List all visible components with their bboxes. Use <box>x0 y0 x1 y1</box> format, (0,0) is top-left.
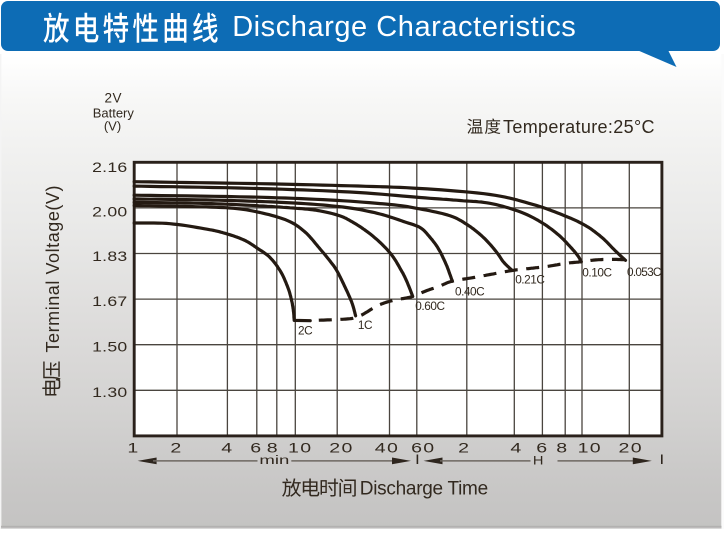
svg-text:2C: 2C <box>298 324 313 338</box>
svg-text:1.50: 1.50 <box>92 340 127 355</box>
svg-text:Battery: Battery <box>93 106 135 121</box>
svg-text:6: 6 <box>250 440 262 455</box>
svg-text:Temperature:25°C: Temperature:25°C <box>503 117 655 137</box>
svg-text:0.40C: 0.40C <box>455 284 485 298</box>
svg-text:10: 10 <box>288 440 312 455</box>
svg-text:Terminal Voltage(V): Terminal Voltage(V) <box>43 185 63 353</box>
svg-text:8: 8 <box>556 440 568 455</box>
svg-text:2: 2 <box>458 440 470 455</box>
svg-text:20: 20 <box>619 440 643 455</box>
svg-text:min: min <box>259 454 289 467</box>
svg-text:4: 4 <box>510 440 522 455</box>
svg-text:40: 40 <box>375 440 399 455</box>
svg-text:Discharge Time: Discharge Time <box>360 478 488 499</box>
svg-text:0.053C: 0.053C <box>627 265 662 279</box>
svg-text:0.21C: 0.21C <box>515 272 545 286</box>
svg-text:1.83: 1.83 <box>92 250 127 265</box>
svg-text:Discharge Characteristics: Discharge Characteristics <box>232 11 576 43</box>
svg-text:8: 8 <box>267 440 279 455</box>
svg-text:(V): (V) <box>104 118 121 133</box>
svg-text:0.60C: 0.60C <box>415 299 445 313</box>
svg-text:2V: 2V <box>105 91 123 106</box>
svg-text:1.30: 1.30 <box>92 385 127 400</box>
svg-text:1C: 1C <box>358 318 373 332</box>
svg-text:4: 4 <box>221 440 233 455</box>
svg-text:1.67: 1.67 <box>92 295 127 310</box>
svg-text:0.10C: 0.10C <box>582 266 612 280</box>
svg-text:1: 1 <box>127 440 139 455</box>
svg-text:2.00: 2.00 <box>92 205 127 220</box>
svg-text:60: 60 <box>411 440 435 455</box>
svg-text:10: 10 <box>578 440 602 455</box>
svg-text:2.16: 2.16 <box>92 161 127 176</box>
svg-text:2: 2 <box>170 440 182 455</box>
svg-text:H: H <box>533 454 544 467</box>
svg-text:6: 6 <box>536 440 548 455</box>
svg-text:20: 20 <box>329 440 353 455</box>
